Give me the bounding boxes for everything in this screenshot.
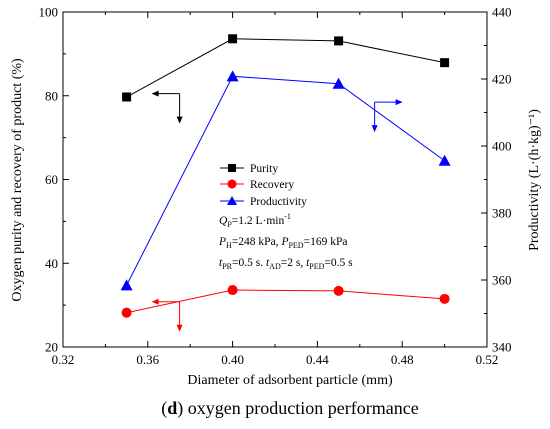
x-tick-label: 0.40 xyxy=(221,352,244,367)
legend-label-recovery: Recovery xyxy=(250,179,294,191)
right-y-tick-label: 380 xyxy=(492,206,512,221)
data-point-purity xyxy=(440,58,450,68)
x-tick-label: 0.36 xyxy=(136,352,159,367)
annotation-pressures: PH=248 kPa, PPED=169 kPa xyxy=(218,236,347,250)
data-point-recovery xyxy=(227,285,238,296)
data-point-productivity xyxy=(226,70,239,82)
data-point-purity xyxy=(228,34,238,44)
indicator-arrowhead-purity xyxy=(151,90,159,97)
indicator-drophead-productivity xyxy=(371,125,378,133)
left-y-tick-label: 60 xyxy=(45,172,58,187)
series-line-purity xyxy=(126,38,445,98)
data-point-productivity xyxy=(332,77,345,89)
data-point-recovery xyxy=(333,285,344,296)
axis-indicators xyxy=(151,90,403,332)
data-point-productivity xyxy=(120,279,133,291)
right-y-tick-label: 340 xyxy=(492,340,512,355)
data-point-recovery xyxy=(439,293,450,304)
annotations: QP=1.2 L·min-1 PH=248 kPa, PPED=169 kPa … xyxy=(218,212,353,271)
legend: Purity Recovery Productivity xyxy=(220,163,307,208)
left-y-tick-label: 100 xyxy=(39,5,59,20)
data-point-purity xyxy=(334,36,344,46)
left-y-tick-label: 80 xyxy=(45,88,58,103)
data-point-productivity xyxy=(438,154,451,166)
indicator-arrowhead-recovery xyxy=(151,298,159,305)
figure-caption: (d) oxygen production performance xyxy=(161,398,418,419)
annotation-flow-rate: QP=1.2 L·min-1 xyxy=(219,212,291,229)
legend-item-purity: Purity xyxy=(220,163,278,175)
indicator-drophead-purity xyxy=(176,116,183,124)
left-y-tick-label: 40 xyxy=(45,256,58,271)
x-tick-label: 0.52 xyxy=(476,352,499,367)
right-y-tick-label: 360 xyxy=(492,273,512,288)
legend-item-productivity: Productivity xyxy=(220,196,307,208)
x-tick-label: 0.44 xyxy=(306,352,329,367)
left-axis-ticks: 20 40 60 80 100 xyxy=(39,5,69,355)
legend-label-productivity: Productivity xyxy=(250,196,307,208)
annotation-step-times: tPR=0.5 s. tAD=2 s, tPED=0.5 s xyxy=(219,257,353,271)
x-axis-label: Diameter of adsorbent particle (mm) xyxy=(187,373,393,388)
indicator-drophead-recovery xyxy=(176,324,183,332)
right-y-tick-label: 420 xyxy=(492,72,512,87)
right-y-tick-label: 440 xyxy=(492,5,512,20)
indicator-arrowhead-productivity xyxy=(395,99,403,106)
series-line-productivity xyxy=(126,75,445,286)
data-point-purity xyxy=(122,92,132,102)
legend-label-purity: Purity xyxy=(250,163,278,175)
legend-item-recovery: Recovery xyxy=(220,179,294,191)
right-axis-ticks: 340 360 380 400 420 440 xyxy=(481,5,512,355)
x-tick-label: 0.32 xyxy=(52,352,75,367)
data-point-recovery xyxy=(121,307,132,318)
left-y-tick-label: 20 xyxy=(45,340,58,355)
x-axis-ticks: 0.32 0.36 0.40 0.44 0.48 0.52 xyxy=(52,12,499,367)
x-tick-label: 0.48 xyxy=(391,352,414,367)
series-layer xyxy=(120,34,451,318)
right-axis-label: Productivity (L·(h·kg)⁻¹) xyxy=(527,109,542,251)
right-y-tick-label: 400 xyxy=(492,139,512,154)
left-axis-label: Oxygen purity and recovery of product (%… xyxy=(10,58,25,302)
